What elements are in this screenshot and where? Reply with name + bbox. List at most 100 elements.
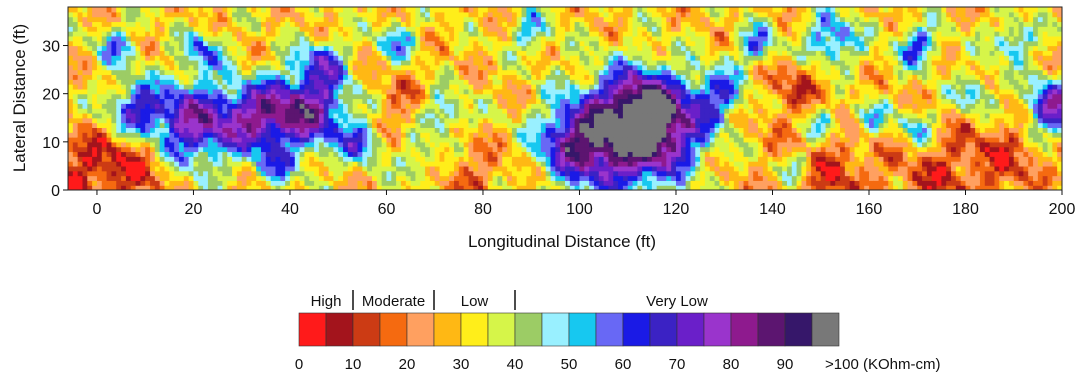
contour-cell [632, 55, 638, 61]
contour-cell [618, 98, 624, 104]
contour-cell [212, 64, 219, 71]
contour-cell [458, 127, 465, 133]
contour-cell [386, 74, 392, 80]
contour-cell [574, 88, 581, 95]
contour-cell [309, 108, 315, 114]
contour-cell [222, 55, 228, 61]
contour-cell [574, 151, 581, 157]
contour-cell [130, 50, 137, 56]
contour-cell [92, 59, 98, 66]
contour-cell [207, 79, 214, 85]
contour-cell [627, 79, 634, 85]
contour-cell [560, 55, 566, 61]
contour-cell [145, 55, 151, 61]
contour-cell [492, 132, 499, 138]
contour-cell [251, 180, 257, 186]
contour-cell [598, 137, 605, 143]
contour-cell [371, 180, 378, 186]
contour-cell [207, 50, 214, 56]
contour-cell [622, 64, 629, 71]
contour-cell [178, 141, 185, 148]
contour-cell [77, 132, 84, 138]
contour-cell [618, 151, 624, 157]
contour-cell [289, 165, 296, 172]
contour-cell [603, 11, 610, 18]
contour-cell [256, 64, 262, 71]
contour-cell [222, 16, 228, 23]
contour-cell [647, 84, 653, 90]
contour-cell [328, 55, 334, 61]
contour-cell [666, 93, 672, 100]
contour-cell [304, 165, 310, 172]
contour-cell [294, 151, 301, 157]
contour-cell [429, 88, 436, 95]
contour-cell [690, 7, 696, 13]
contour-cell [651, 50, 658, 56]
contour-cell [396, 55, 402, 61]
contour-cell [391, 180, 397, 186]
contour-cell [333, 64, 339, 71]
contour-cell [478, 156, 484, 162]
contour-cell [603, 185, 610, 190]
contour-cell [511, 165, 518, 172]
contour-cell [584, 103, 590, 109]
contour-cell [92, 103, 98, 109]
contour-cell [299, 50, 306, 56]
contour-cell [685, 79, 692, 85]
contour-cell [265, 108, 272, 114]
contour-cell [318, 7, 325, 13]
contour-cell [492, 161, 499, 167]
contour-cell [125, 40, 132, 47]
contour-cell [338, 127, 344, 133]
contour-cell [101, 151, 108, 157]
contour-cell [661, 21, 667, 27]
contour-cell [270, 103, 277, 109]
contour-cell [111, 108, 117, 114]
contour-cell [647, 79, 653, 85]
contour-cell [598, 151, 605, 157]
contour-cell [125, 50, 132, 56]
contour-cell [140, 74, 146, 80]
contour-cell [675, 69, 682, 76]
contour-cell [613, 74, 619, 80]
contour-cell [256, 108, 262, 114]
contour-cell [338, 137, 344, 143]
contour-cell [502, 156, 508, 162]
contour-cell [101, 74, 108, 80]
contour-cell [420, 7, 426, 13]
contour-cell [314, 132, 320, 138]
contour-cell [420, 180, 426, 186]
contour-cell [516, 137, 523, 143]
contour-cell [294, 161, 301, 167]
contour-cell [574, 50, 581, 56]
contour-cell [193, 59, 199, 66]
contour-cell [188, 180, 195, 186]
contour-cell [275, 132, 281, 138]
contour-cell [178, 40, 185, 47]
contour-cell [661, 88, 667, 95]
contour-cell [458, 146, 465, 153]
contour-cell [516, 151, 523, 157]
contour-cell [545, 88, 552, 95]
contour-cell [169, 132, 175, 138]
contour-cell [145, 141, 151, 148]
contour-cell [246, 16, 252, 23]
contour-cell [381, 165, 388, 172]
contour-cell [434, 141, 441, 148]
contour-cell [318, 151, 325, 157]
contour-cell [405, 35, 412, 42]
contour-cell [212, 88, 219, 95]
contour-cell [511, 35, 518, 42]
contour-cell [289, 69, 296, 76]
contour-cell [415, 59, 421, 66]
contour-cell [473, 69, 479, 76]
contour-cell [309, 45, 315, 51]
contour-cell [357, 88, 363, 95]
contour-cell [222, 127, 228, 133]
contour-cell [598, 146, 605, 153]
contour-cell [695, 45, 701, 51]
contour-cell [482, 55, 489, 61]
contour-cell [299, 59, 306, 66]
contour-cell [478, 79, 484, 85]
contour-cell [87, 84, 93, 90]
